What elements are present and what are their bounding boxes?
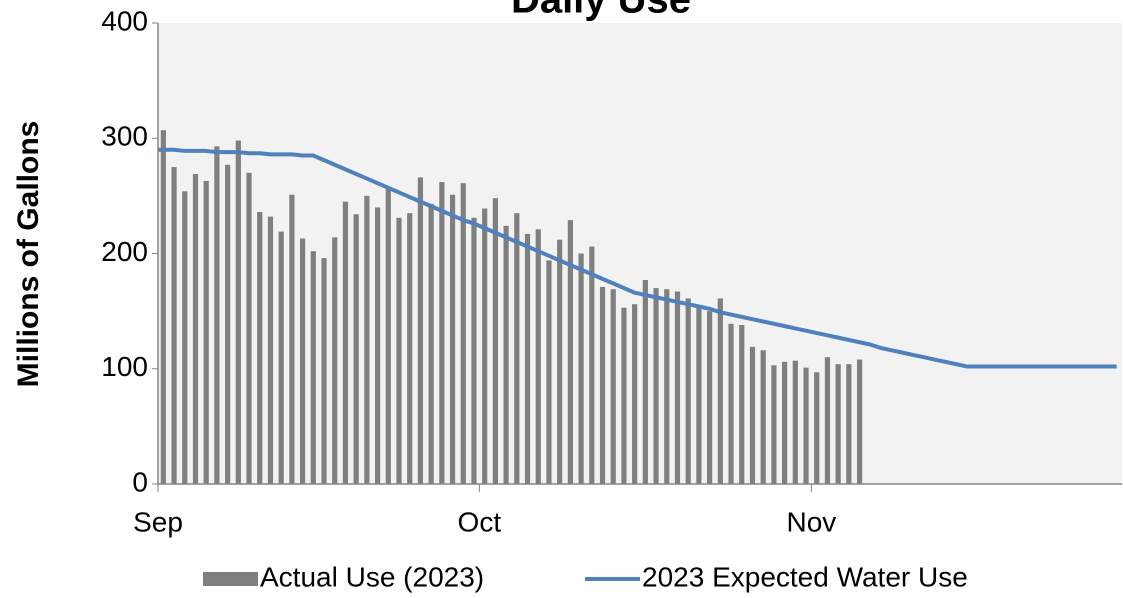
bar bbox=[246, 172, 252, 484]
bar bbox=[310, 251, 316, 484]
y-tick-label: 100 bbox=[101, 351, 148, 382]
x-tick-label: Oct bbox=[458, 506, 502, 537]
bar bbox=[835, 364, 841, 484]
bar bbox=[803, 367, 809, 484]
bar bbox=[524, 233, 531, 484]
bar bbox=[278, 231, 284, 484]
y-tick-label: 200 bbox=[101, 236, 148, 267]
bar bbox=[792, 360, 798, 484]
bar bbox=[396, 217, 402, 484]
bar bbox=[664, 289, 670, 484]
bar bbox=[782, 361, 788, 484]
bar bbox=[342, 201, 349, 484]
bar bbox=[589, 246, 595, 484]
chart-title: Daily Use bbox=[511, 0, 691, 22]
bar bbox=[771, 365, 777, 484]
y-axis-label: Millions of Gallons bbox=[12, 121, 45, 388]
bar bbox=[503, 225, 509, 484]
bar bbox=[492, 198, 498, 484]
bar bbox=[171, 167, 177, 484]
bar bbox=[856, 359, 863, 484]
line bbox=[158, 147, 1117, 369]
y-tick-label: 300 bbox=[101, 121, 148, 152]
bar bbox=[546, 260, 552, 484]
bar bbox=[332, 237, 338, 484]
legend-label: 2023 Expected Water Use bbox=[642, 561, 968, 592]
legend-label: Actual Use (2023) bbox=[260, 561, 484, 592]
bar bbox=[674, 291, 681, 484]
bar bbox=[289, 194, 295, 484]
bar bbox=[814, 372, 820, 484]
bar bbox=[749, 346, 756, 484]
bar bbox=[739, 324, 745, 484]
bar bbox=[417, 177, 424, 484]
bar bbox=[439, 182, 445, 485]
bar bbox=[514, 213, 520, 484]
bar bbox=[760, 350, 766, 484]
bar bbox=[321, 258, 327, 484]
bar bbox=[717, 298, 723, 484]
bar bbox=[364, 195, 370, 484]
y-tick-label: 0 bbox=[132, 466, 148, 497]
bar bbox=[449, 194, 456, 484]
bar bbox=[610, 289, 616, 484]
bar bbox=[621, 307, 627, 484]
bar bbox=[557, 239, 563, 484]
bar bbox=[846, 364, 852, 484]
bar bbox=[653, 288, 659, 484]
bar bbox=[182, 191, 188, 484]
bar bbox=[460, 183, 466, 484]
bar bbox=[353, 214, 359, 484]
plot-area bbox=[158, 23, 1122, 484]
legend-swatch bbox=[203, 572, 258, 586]
x-tick-label: Sep bbox=[133, 506, 183, 537]
bar bbox=[471, 217, 477, 484]
bar bbox=[824, 357, 831, 484]
bar bbox=[160, 130, 166, 484]
bar bbox=[599, 286, 606, 484]
bar bbox=[214, 146, 220, 484]
x-tick-label: Nov bbox=[786, 506, 836, 537]
bar bbox=[428, 203, 434, 484]
bar bbox=[192, 173, 199, 485]
bar bbox=[385, 187, 391, 484]
bar bbox=[642, 280, 648, 484]
bar bbox=[578, 253, 584, 484]
bar bbox=[482, 208, 488, 485]
bar bbox=[696, 305, 702, 484]
bar bbox=[535, 229, 541, 484]
bar bbox=[225, 164, 231, 484]
bar bbox=[300, 238, 306, 484]
bar bbox=[257, 212, 263, 484]
bar bbox=[235, 140, 241, 484]
bar bbox=[728, 323, 734, 484]
bar bbox=[707, 311, 713, 484]
bar bbox=[203, 180, 209, 484]
bar bbox=[374, 207, 381, 484]
bar bbox=[407, 213, 413, 484]
bar bbox=[567, 220, 573, 484]
y-tick-label: 400 bbox=[101, 5, 148, 36]
bar bbox=[685, 298, 691, 484]
bar bbox=[267, 216, 274, 484]
bar bbox=[632, 304, 638, 484]
